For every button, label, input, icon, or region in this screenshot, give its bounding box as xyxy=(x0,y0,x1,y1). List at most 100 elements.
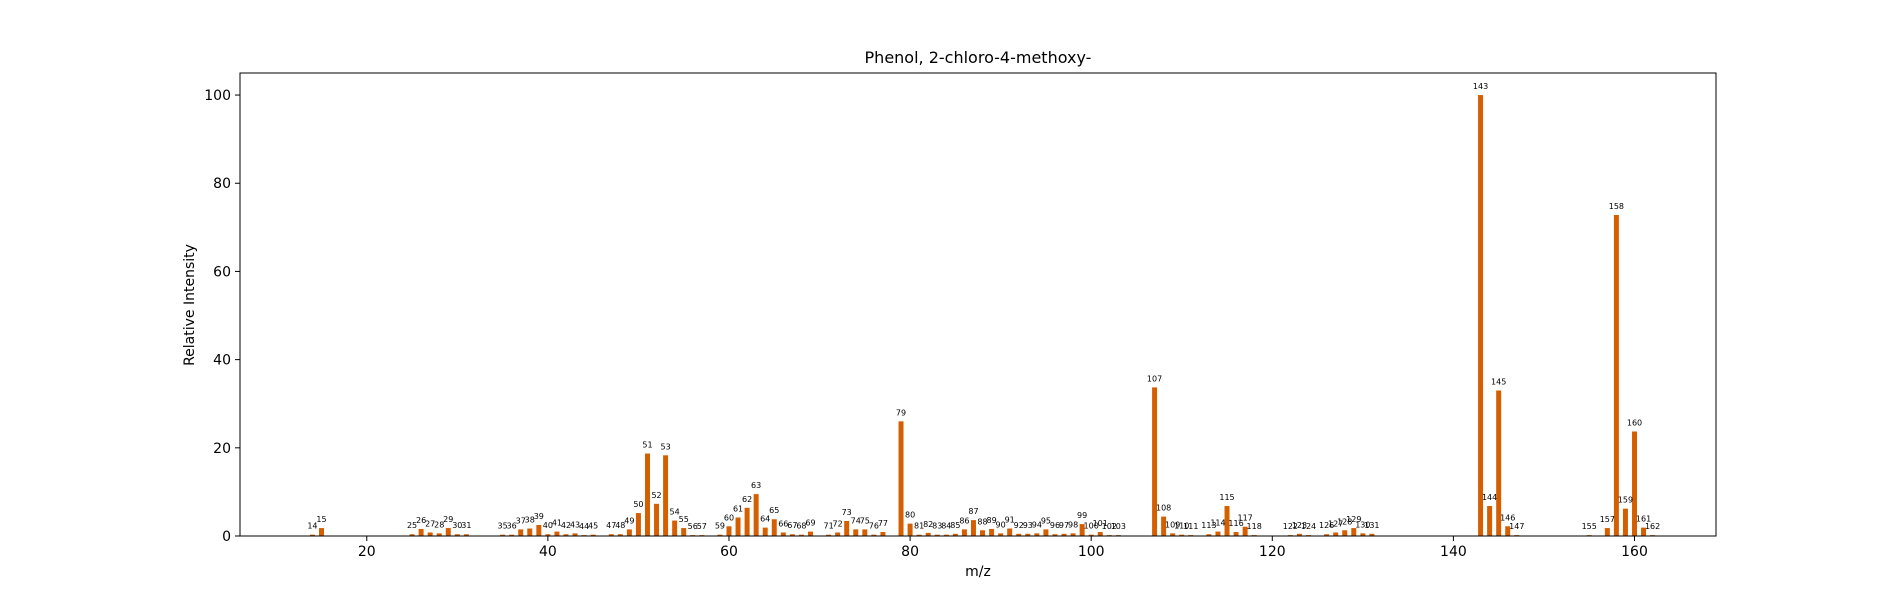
peak-bar-43 xyxy=(572,533,578,536)
peak-label-161: 161 xyxy=(1636,515,1651,524)
peak-label-108: 108 xyxy=(1156,504,1171,513)
peak-label-74: 74 xyxy=(851,516,861,525)
peak-bar-99 xyxy=(1079,524,1085,536)
peak-label-130: 130 xyxy=(1355,520,1370,529)
peak-label-43: 43 xyxy=(570,520,580,529)
peak-label-37: 37 xyxy=(516,516,526,525)
peak-label-67: 67 xyxy=(787,521,797,530)
peak-bar-84 xyxy=(943,534,949,536)
peak-bar-89 xyxy=(989,528,995,536)
peak-bar-36 xyxy=(509,534,515,536)
peak-bar-39 xyxy=(536,524,542,536)
peak-label-38: 38 xyxy=(525,516,535,525)
x-tick-label-80: 80 xyxy=(901,544,919,560)
x-tick-label-140: 140 xyxy=(1440,544,1467,560)
peak-bar-68 xyxy=(798,534,804,536)
peak-label-60: 60 xyxy=(724,513,734,522)
plot-area-frame xyxy=(239,72,1717,537)
peak-bar-88 xyxy=(980,530,986,536)
peak-bar-93 xyxy=(1025,533,1031,536)
peak-label-65: 65 xyxy=(769,506,779,515)
peak-label-94: 94 xyxy=(1032,520,1042,529)
peak-bar-59 xyxy=(717,534,723,536)
peak-label-87: 87 xyxy=(968,507,978,516)
peak-bar-101 xyxy=(1097,532,1103,536)
y-tick-label-40: 40 xyxy=(213,353,231,369)
peak-label-115: 115 xyxy=(1219,493,1234,502)
x-tick-label-20: 20 xyxy=(358,544,376,560)
peak-label-109: 109 xyxy=(1165,520,1180,529)
peak-bar-14 xyxy=(309,534,315,536)
peak-label-160: 160 xyxy=(1627,418,1642,427)
peak-label-80: 80 xyxy=(905,511,915,520)
peak-bar-61 xyxy=(735,517,741,536)
peak-label-129: 129 xyxy=(1346,515,1361,524)
peak-label-68: 68 xyxy=(796,522,806,531)
peak-bar-80 xyxy=(907,523,913,536)
peak-bar-48 xyxy=(617,534,623,536)
peak-label-103: 103 xyxy=(1111,522,1126,531)
x-tick-label-100: 100 xyxy=(1078,544,1105,560)
peak-bar-96 xyxy=(1052,534,1058,536)
peak-label-49: 49 xyxy=(624,516,634,525)
peak-bar-75 xyxy=(862,529,868,536)
x-tick-label-160: 160 xyxy=(1621,544,1648,560)
peak-bar-67 xyxy=(789,534,795,536)
peak-bar-126 xyxy=(1324,534,1330,536)
peak-label-131: 131 xyxy=(1364,521,1379,530)
y-tick-label-20: 20 xyxy=(213,441,231,457)
bars-layer xyxy=(309,95,1656,537)
peak-label-113: 113 xyxy=(1201,521,1216,530)
y-axis-label: Relative Intensity xyxy=(182,244,198,366)
peak-label-147: 147 xyxy=(1509,522,1524,531)
peak-label-127: 127 xyxy=(1328,519,1343,528)
peak-bar-90 xyxy=(998,533,1004,536)
peak-bar-159 xyxy=(1622,508,1628,536)
peak-label-92: 92 xyxy=(1014,521,1024,530)
peak-label-101: 101 xyxy=(1093,519,1108,528)
peak-label-95: 95 xyxy=(1041,516,1051,525)
peak-label-116: 116 xyxy=(1228,519,1243,528)
peak-label-157: 157 xyxy=(1600,515,1615,524)
peak-label-107: 107 xyxy=(1147,374,1162,383)
y-tick-label-100: 100 xyxy=(204,88,231,104)
peak-bar-109 xyxy=(1170,533,1176,536)
peak-bar-64 xyxy=(762,527,768,536)
peak-bar-35 xyxy=(500,534,506,536)
peak-bar-54 xyxy=(672,520,678,536)
peak-label-144: 144 xyxy=(1482,493,1497,502)
peak-label-79: 79 xyxy=(896,408,906,417)
peak-bar-83 xyxy=(934,534,940,536)
peak-bar-49 xyxy=(626,529,632,536)
y-axis-ticks: 0 20 40 60 80 100 xyxy=(204,88,240,545)
peak-label-36: 36 xyxy=(507,522,517,531)
y-tick-label-80: 80 xyxy=(213,176,231,192)
peak-label-88: 88 xyxy=(977,517,987,526)
peak-label-158: 158 xyxy=(1609,202,1624,211)
peak-bar-77 xyxy=(880,532,886,536)
peak-bar-98 xyxy=(1070,533,1076,536)
peak-label-25: 25 xyxy=(407,521,417,530)
peak-bar-73 xyxy=(844,521,850,536)
peak-bar-108 xyxy=(1161,516,1167,536)
peak-bar-45 xyxy=(590,534,596,536)
peak-label-82: 82 xyxy=(923,520,933,529)
peak-bar-116 xyxy=(1233,532,1239,536)
peak-label-61: 61 xyxy=(733,504,743,513)
peak-bar-38 xyxy=(527,528,533,536)
y-tick-label-0: 0 xyxy=(222,529,231,545)
peak-label-14: 14 xyxy=(307,522,317,531)
peak-label-102: 102 xyxy=(1102,522,1117,531)
peak-bar-41 xyxy=(554,531,560,536)
peak-label-126: 126 xyxy=(1319,521,1334,530)
peak-bar-113 xyxy=(1206,534,1212,536)
peak-label-72: 72 xyxy=(833,519,843,528)
peak-label-89: 89 xyxy=(986,516,996,525)
peak-bar-62 xyxy=(744,507,750,536)
peak-label-97: 97 xyxy=(1059,521,1069,530)
peak-bar-127 xyxy=(1333,532,1339,536)
peak-bar-107 xyxy=(1152,387,1158,536)
peak-label-93: 93 xyxy=(1023,521,1033,530)
